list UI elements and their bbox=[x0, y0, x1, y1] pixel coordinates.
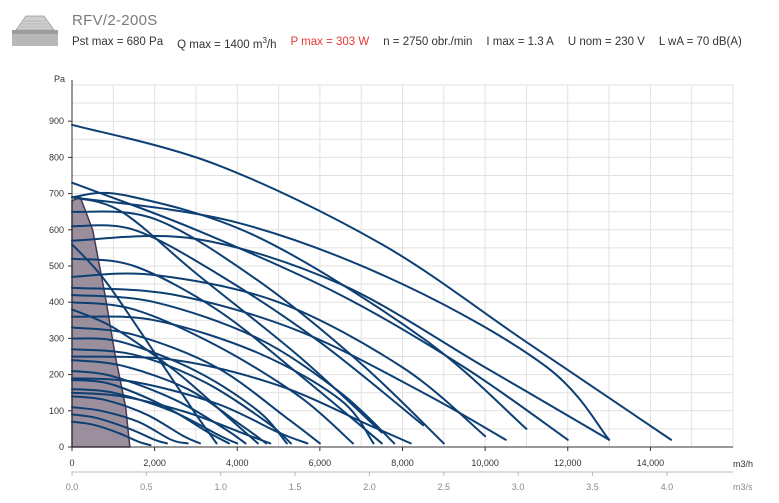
x2-tick-label: 0.5 bbox=[140, 482, 153, 492]
performance-curve bbox=[71, 377, 309, 445]
performance-curve bbox=[71, 420, 152, 447]
performance-curve bbox=[71, 413, 169, 445]
performance-curve bbox=[71, 191, 528, 430]
header: RFV/2-200S Pst max = 680 Pa Q max = 1400… bbox=[0, 0, 779, 60]
x2-tick-label: 4.0 bbox=[661, 482, 674, 492]
performance-curve bbox=[71, 272, 487, 438]
x-tick-label: 14,000 bbox=[637, 458, 665, 468]
spec-i: I max = 1.3 A bbox=[486, 36, 554, 48]
y-tick-label: 300 bbox=[49, 333, 64, 343]
performance-curve bbox=[71, 257, 383, 445]
spec-u: U nom = 230 V bbox=[567, 36, 645, 48]
x2-tick-label: 0.0 bbox=[66, 482, 79, 492]
x2-tick-label: 3.5 bbox=[586, 482, 599, 492]
performance-curve bbox=[71, 293, 396, 445]
x-tick-label: 6,000 bbox=[309, 458, 332, 468]
x2-tick-label: 2.0 bbox=[363, 482, 376, 492]
x-axis-label: m3/h bbox=[733, 459, 753, 469]
spec-n: n = 2750 obr./min bbox=[383, 36, 473, 48]
performance-curve bbox=[71, 308, 259, 445]
x-tick-label: 0 bbox=[69, 458, 74, 468]
spec-q-exp: 3 bbox=[262, 36, 267, 45]
performance-curve bbox=[71, 123, 673, 441]
performance-curve bbox=[71, 196, 611, 441]
x-tick-label: 4,000 bbox=[226, 458, 249, 468]
performance-curve bbox=[71, 301, 354, 445]
y-tick-label: 600 bbox=[49, 225, 64, 235]
grid bbox=[71, 84, 734, 448]
y-tick-label: 900 bbox=[49, 116, 64, 126]
performance-curves bbox=[71, 123, 673, 447]
performance-curve bbox=[71, 210, 445, 445]
x2-tick-label: 2.5 bbox=[438, 482, 451, 492]
performance-curve bbox=[71, 406, 189, 445]
spec-p: P max = 303 W bbox=[290, 36, 370, 48]
performance-curve bbox=[71, 224, 425, 427]
y-axis-label: Pa bbox=[54, 74, 65, 84]
performance-curve bbox=[71, 359, 268, 445]
x-tick-label: 12,000 bbox=[554, 458, 582, 468]
performance-curve bbox=[71, 315, 375, 445]
performance-curve bbox=[71, 286, 507, 441]
product-image bbox=[12, 15, 58, 46]
x2-tick-label: 1.5 bbox=[289, 482, 302, 492]
x2-axis-label: m3/s bbox=[733, 482, 753, 492]
x-tick-label: 8,000 bbox=[391, 458, 414, 468]
y-tick-label: 400 bbox=[49, 297, 64, 307]
x2-tick-label: 3.0 bbox=[512, 482, 525, 492]
performance-curve bbox=[71, 348, 292, 445]
specs-row: Pst max = 680 Pa Q max = 1400 m3/h P max… bbox=[72, 36, 742, 51]
spec-pst: Pst max = 680 Pa bbox=[72, 36, 164, 48]
performance-curve bbox=[71, 235, 611, 441]
performance-curve bbox=[71, 355, 412, 445]
performance-curve bbox=[71, 391, 272, 445]
y-tick-label: 0 bbox=[59, 442, 64, 452]
x-tick-label: 2,000 bbox=[143, 458, 166, 468]
spec-q-suffix: /h bbox=[266, 38, 277, 51]
y-tick-label: 500 bbox=[49, 261, 64, 271]
performance-curve bbox=[71, 181, 569, 441]
y-tick-label: 200 bbox=[49, 370, 64, 380]
performance-curve bbox=[71, 337, 288, 445]
spec-q: Q max = 1400 m3/h bbox=[177, 36, 276, 51]
performance-curve bbox=[71, 395, 202, 445]
performance-curve bbox=[71, 388, 239, 445]
x2-tick-label: 1.0 bbox=[214, 482, 227, 492]
spec-q-prefix: Q max = 1400 m bbox=[177, 38, 263, 51]
y-tick-label: 100 bbox=[49, 406, 64, 416]
performance-curve bbox=[71, 369, 247, 445]
page-title: RFV/2-200S bbox=[72, 12, 158, 29]
y-tick-label: 700 bbox=[49, 189, 64, 199]
x-tick-label: 10,000 bbox=[471, 458, 499, 468]
performance-curve bbox=[71, 243, 218, 445]
y-tick-label: 800 bbox=[49, 152, 64, 162]
axes: 0 100 200 300 400 500 600 700 800 900 0 2,000 4,000 6… bbox=[49, 80, 733, 492]
spec-l: L wA = 70 dB(A) bbox=[658, 36, 742, 48]
